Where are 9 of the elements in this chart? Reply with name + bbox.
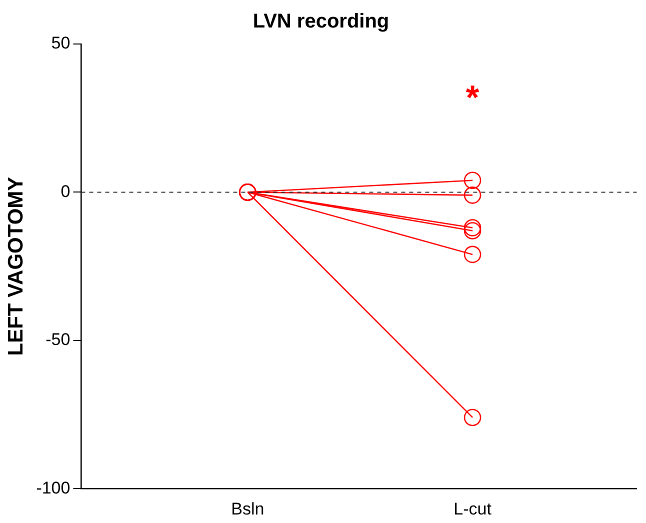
- y-tick-label: 0: [60, 182, 70, 201]
- x-tick-label: L-cut: [454, 499, 492, 518]
- annotation: *: [466, 78, 480, 117]
- y-axis-title: LEFT VAGOTOMY: [4, 176, 28, 356]
- y-tick-label: 50: [51, 34, 70, 53]
- x-tick-label: Bsln: [231, 499, 264, 518]
- y-tick-label: -100: [36, 478, 70, 498]
- y-tick-label: -50: [46, 330, 70, 350]
- chart-title: LVN recording: [252, 10, 390, 33]
